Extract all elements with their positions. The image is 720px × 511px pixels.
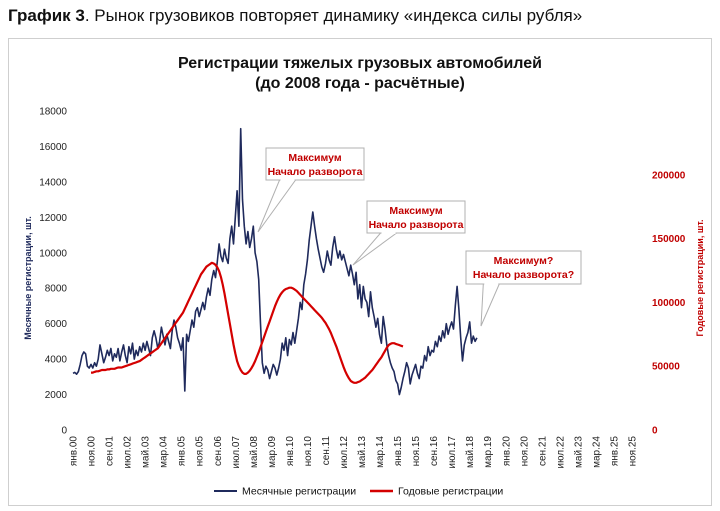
- annotation-text: Начало разворота: [369, 219, 464, 231]
- y-tick-right: 200000: [652, 170, 686, 181]
- annotation-callout: Максимум Начало разворота: [257, 147, 365, 233]
- x-tick: июл.22: [555, 436, 566, 469]
- x-tick: сен.11: [321, 436, 332, 466]
- y-tick-left: 8000: [45, 284, 68, 295]
- x-tick: июл.12: [339, 436, 350, 469]
- x-tick: янв.20: [501, 436, 512, 467]
- annotation-text: Максимум?: [494, 255, 554, 267]
- x-tick: июл.02: [123, 436, 134, 469]
- x-tick: ноя.25: [628, 436, 639, 467]
- x-tick: сен.16: [429, 436, 440, 466]
- x-tick: июл.17: [447, 436, 458, 469]
- y-tick-right: 0: [652, 426, 658, 437]
- x-tick: май.18: [465, 436, 476, 468]
- x-tick: ноя.00: [87, 436, 98, 467]
- series-annual-line: [91, 261, 404, 384]
- x-tick: ноя.15: [411, 436, 422, 467]
- annotation-text: Максимум: [288, 152, 341, 164]
- x-tick: май.13: [357, 436, 368, 468]
- annotation-pointer: [352, 232, 399, 266]
- annotation-callout: Максимум Начало разворота: [352, 200, 466, 266]
- legend-item: Годовые регистрации: [370, 486, 503, 498]
- chart-title: Регистрации тяжелых грузовых автомобилей: [178, 55, 542, 72]
- annotation-callout: Максимум? Начало разворота?: [465, 250, 582, 327]
- x-tick: май.08: [249, 436, 260, 468]
- x-tick: мар.04: [159, 436, 170, 468]
- x-tick: сен.01: [105, 436, 116, 466]
- x-tick: мар.14: [375, 436, 386, 468]
- caption-prefix: График 3: [8, 6, 85, 25]
- x-tick: мар.24: [591, 436, 602, 468]
- chart-subtitle: (до 2008 года - расчётные): [255, 75, 465, 92]
- caption-text: . Рынок грузовиков повторяет динамику «и…: [84, 6, 583, 25]
- y-tick-left: 10000: [39, 248, 67, 259]
- y-tick-right: 150000: [652, 234, 686, 245]
- y-tick-right: 50000: [652, 362, 680, 373]
- annotation-box: [366, 200, 466, 234]
- y-tick-left: 12000: [39, 213, 67, 224]
- y-tick-left: 2000: [45, 390, 68, 401]
- x-tick: янв.00: [69, 436, 80, 467]
- x-tick: сен.21: [537, 436, 548, 466]
- annotation-box: [265, 147, 365, 181]
- y-tick-left: 6000: [45, 319, 68, 330]
- legend-label: Годовые регистрации: [398, 486, 503, 498]
- y-tick-right: 100000: [652, 298, 686, 309]
- x-tick: ноя.05: [195, 436, 206, 467]
- annotation-pointer: [257, 179, 297, 233]
- legend-label: Месячные регистрации: [242, 486, 356, 498]
- y-tick-left: 16000: [39, 142, 67, 153]
- x-tick: сен.06: [213, 436, 224, 466]
- x-tick: янв.15: [393, 436, 404, 467]
- x-tick: мар.19: [483, 436, 494, 468]
- annotation-text: Начало разворота?: [473, 269, 574, 281]
- figure-caption: График 3. Рынок грузовиков повторяет дин…: [8, 6, 582, 26]
- x-tick: ноя.20: [519, 436, 530, 467]
- x-tick: янв.05: [177, 436, 188, 467]
- x-tick: янв.10: [285, 436, 296, 467]
- annotation-text: Максимум: [389, 205, 442, 217]
- x-tick: янв.25: [609, 436, 620, 467]
- x-tick: май.23: [573, 436, 584, 468]
- annotation-pointer: [480, 283, 501, 327]
- x-tick: ноя.10: [303, 436, 314, 467]
- y-axis-right-title: Годовые регистрации, шт.: [695, 220, 705, 337]
- y-axis-left-title: Месячные регистрации, шт.: [23, 216, 33, 339]
- y-tick-left: 14000: [39, 177, 67, 188]
- y-tick-left: 18000: [39, 107, 67, 118]
- chart-frame: [8, 38, 712, 506]
- x-tick: мар.09: [267, 436, 278, 468]
- annotation-box: [465, 250, 582, 285]
- y-tick-left: 0: [61, 426, 67, 437]
- x-tick: май.03: [141, 436, 152, 468]
- y-tick-left: 4000: [45, 355, 68, 366]
- annotation-text: Начало разворота: [268, 166, 363, 178]
- legend-item: Месячные регистрации: [214, 486, 356, 498]
- x-tick: июл.07: [231, 436, 242, 469]
- series-monthly-line: [72, 127, 478, 396]
